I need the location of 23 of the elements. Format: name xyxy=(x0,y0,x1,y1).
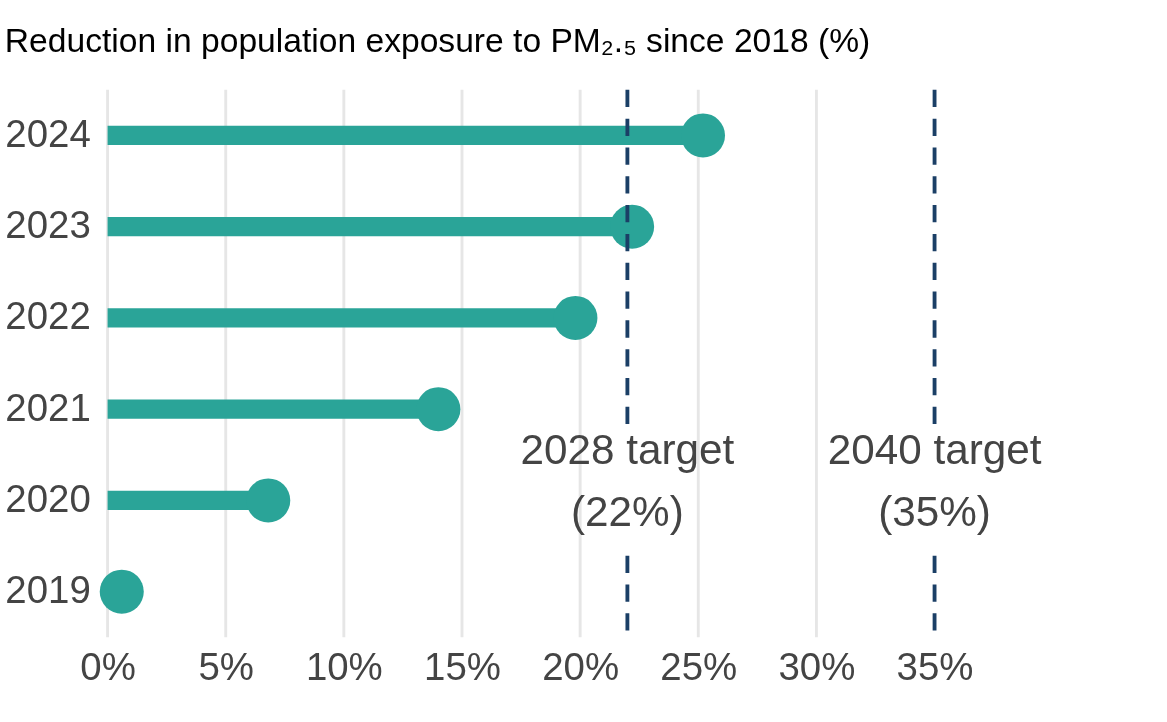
x-tick-label: 35% xyxy=(896,645,974,689)
x-tick-label: 0% xyxy=(80,645,136,689)
x-tick-label: 10% xyxy=(305,645,383,689)
y-tick-label: 2023 xyxy=(5,203,91,247)
point xyxy=(553,295,598,340)
y-tick-label: 2022 xyxy=(5,294,91,338)
x-tick-label: 5% xyxy=(198,645,254,689)
ref-line-label: 2028 target (22%) xyxy=(520,426,735,535)
point xyxy=(681,113,726,158)
x-tick-label: 20% xyxy=(542,645,620,689)
y-tick-label: 2021 xyxy=(5,385,91,429)
x-tick-label: 15% xyxy=(424,645,501,689)
y-tick-label: 2019 xyxy=(5,568,91,612)
x-tick-label: 25% xyxy=(660,645,738,689)
chart-title: Reduction in population exposure to PM₂.₅ since 2018 (%) xyxy=(4,22,871,60)
point xyxy=(416,387,461,432)
point xyxy=(610,204,655,249)
y-tick-label: 2024 xyxy=(5,111,91,155)
point xyxy=(246,478,291,523)
y-tick-label: 2020 xyxy=(5,476,91,520)
x-tick-label: 30% xyxy=(778,645,856,689)
ref-line-label: 2040 target (35%) xyxy=(827,426,1042,535)
point xyxy=(99,569,144,614)
